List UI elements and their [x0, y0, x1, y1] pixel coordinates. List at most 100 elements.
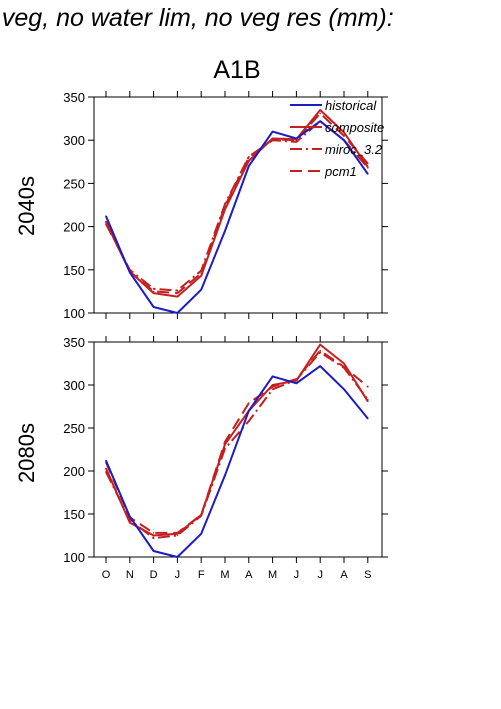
data-point-historical — [152, 550, 155, 552]
data-point-pcm1 — [105, 220, 107, 223]
data-point-pcm1 — [343, 135, 345, 137]
data-point-composite — [343, 131, 345, 134]
y-tick-label: 150 — [63, 263, 85, 278]
data-point-pcm1 — [200, 514, 202, 516]
data-point-historical — [319, 365, 322, 367]
data-point-pcm1 — [319, 112, 322, 115]
panel-2040s: 100 150 200 250 300 350 historical composite mir… — [63, 90, 388, 321]
x-tick-label: F — [198, 569, 205, 581]
data-point-pcm1 — [271, 138, 274, 141]
y-tick-label: 150 — [63, 507, 85, 522]
data-point-miroc-3-2 — [152, 288, 155, 290]
data-point-pcm1 — [248, 402, 250, 404]
x-tick-label: M — [220, 569, 229, 581]
data-point-pcm1 — [271, 385, 274, 388]
data-point-pcm1 — [152, 532, 155, 534]
legend-label: composite — [325, 120, 384, 135]
series-line-miroc-3-2 — [105, 120, 369, 292]
data-point-historical — [176, 312, 179, 314]
series-line-miroc-3-2 — [105, 351, 369, 540]
x-tick-label: A — [245, 569, 253, 581]
y-tick-label: 300 — [63, 378, 85, 393]
data-point-miroc-3-2 — [152, 537, 155, 539]
y-tick-label: 300 — [63, 133, 85, 148]
data-point-historical — [319, 120, 322, 122]
data-point-miroc-3-2 — [176, 289, 179, 292]
data-point-composite — [271, 384, 274, 386]
data-point-historical — [248, 410, 250, 412]
data-point-composite — [152, 534, 155, 537]
plot-frame — [93, 341, 383, 558]
data-point-miroc-3-2 — [224, 203, 226, 205]
data-point-historical — [105, 215, 107, 218]
data-point-pcm1 — [295, 378, 298, 380]
series-line-historical — [105, 120, 369, 314]
data-point-pcm1 — [152, 290, 155, 293]
data-point-miroc-3-2 — [367, 167, 369, 169]
y-tick-label: 200 — [63, 220, 85, 235]
x-tick-label: A — [340, 569, 348, 581]
x-tick-label: J — [294, 569, 300, 581]
data-point-historical — [129, 515, 131, 518]
data-point-pcm1 — [367, 162, 369, 165]
legend-label: historical — [325, 98, 377, 113]
data-point-pcm1 — [176, 532, 179, 534]
y-tick-label: 100 — [63, 550, 85, 565]
data-point-historical — [129, 271, 131, 274]
data-point-pcm1 — [224, 205, 226, 207]
x-tick-label: S — [364, 569, 371, 581]
legend-label: pcm1 — [324, 164, 357, 179]
data-point-composite — [343, 362, 345, 365]
data-point-historical — [200, 288, 202, 291]
legend: historical composite miroc_3.2 pcm1 — [290, 98, 384, 179]
data-point-historical — [176, 556, 179, 558]
data-point-composite — [200, 275, 202, 277]
x-tick-label: J — [317, 569, 323, 581]
data-point-pcm1 — [319, 349, 322, 352]
data-point-pcm1 — [295, 139, 298, 141]
series-line-composite — [105, 109, 369, 298]
series-line-pcm1 — [105, 112, 369, 295]
data-point-historical — [105, 459, 107, 462]
data-point-pcm1 — [200, 272, 202, 275]
scenario-title-text: A1B — [213, 56, 261, 84]
data-point-historical — [152, 306, 155, 308]
data-point-composite — [176, 295, 179, 298]
legend-label: miroc_3.2 — [325, 142, 383, 157]
panel-2080s: 100 150 200 250 300 350 O N D J F M A M J J A S — [63, 335, 388, 581]
data-point-composite — [367, 400, 369, 403]
series-line-historical — [105, 365, 369, 558]
y-tick-label: 250 — [63, 421, 85, 436]
data-point-miroc-3-2 — [224, 447, 226, 450]
data-point-miroc-3-2 — [105, 471, 107, 473]
data-point-miroc-3-2 — [129, 519, 131, 521]
plot-frame — [93, 96, 383, 314]
data-point-composite — [319, 343, 322, 346]
y-tick-label: 100 — [63, 306, 85, 321]
data-point-historical — [367, 173, 369, 175]
data-point-historical — [295, 382, 298, 385]
data-point-miroc-3-2 — [248, 420, 250, 422]
data-point-historical — [367, 417, 369, 420]
data-point-historical — [343, 139, 345, 141]
data-point-historical — [224, 230, 226, 232]
figure-title: f veg, no water lim, no veg res (mm): — [0, 4, 394, 32]
x-tick-label: N — [126, 569, 134, 581]
data-point-historical — [224, 474, 226, 477]
data-point-composite — [105, 467, 107, 470]
series-line-pcm1 — [105, 349, 369, 534]
data-point-miroc-3-2 — [295, 141, 298, 143]
data-point-historical — [248, 165, 250, 167]
y-tick-label: 350 — [63, 90, 85, 105]
data-point-miroc-3-2 — [367, 398, 369, 401]
data-point-historical — [271, 375, 274, 378]
y-tick-label: 250 — [63, 176, 85, 191]
data-point-miroc-3-2 — [176, 534, 179, 537]
data-point-historical — [200, 532, 202, 535]
x-tick-label: D — [150, 569, 158, 581]
data-point-pcm1 — [176, 292, 179, 294]
data-point-pcm1 — [367, 385, 369, 388]
data-point-composite — [319, 109, 322, 111]
